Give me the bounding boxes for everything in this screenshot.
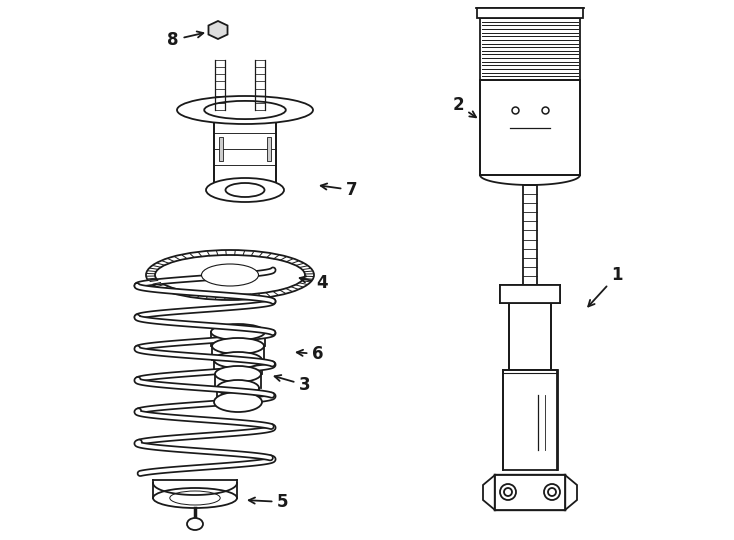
Ellipse shape xyxy=(218,394,258,410)
Ellipse shape xyxy=(217,380,259,396)
Polygon shape xyxy=(208,21,228,39)
Ellipse shape xyxy=(206,178,284,202)
Text: 7: 7 xyxy=(321,181,357,199)
Bar xyxy=(267,137,271,161)
Bar xyxy=(509,285,551,370)
Bar xyxy=(219,137,223,161)
Ellipse shape xyxy=(225,183,264,197)
Ellipse shape xyxy=(170,491,220,505)
Ellipse shape xyxy=(548,488,556,496)
Text: 8: 8 xyxy=(167,31,203,49)
Ellipse shape xyxy=(202,264,258,286)
Ellipse shape xyxy=(214,392,262,412)
Bar xyxy=(477,8,583,18)
Ellipse shape xyxy=(211,324,265,340)
Ellipse shape xyxy=(214,352,262,368)
Bar xyxy=(503,370,558,470)
Bar xyxy=(480,80,580,175)
Ellipse shape xyxy=(212,338,264,354)
Text: 6: 6 xyxy=(297,345,324,363)
Bar xyxy=(214,121,276,190)
Text: 4: 4 xyxy=(299,274,328,292)
Ellipse shape xyxy=(504,488,512,496)
Bar xyxy=(495,475,565,510)
Text: 2: 2 xyxy=(452,96,476,117)
Ellipse shape xyxy=(215,366,261,382)
Text: 3: 3 xyxy=(275,375,310,394)
Ellipse shape xyxy=(177,96,313,124)
Ellipse shape xyxy=(500,484,516,500)
Bar xyxy=(500,285,560,303)
Ellipse shape xyxy=(544,484,560,500)
Ellipse shape xyxy=(204,101,286,119)
Ellipse shape xyxy=(155,255,305,295)
Ellipse shape xyxy=(153,488,237,508)
Ellipse shape xyxy=(187,518,203,530)
Text: 5: 5 xyxy=(249,493,288,511)
Text: 1: 1 xyxy=(588,266,622,307)
